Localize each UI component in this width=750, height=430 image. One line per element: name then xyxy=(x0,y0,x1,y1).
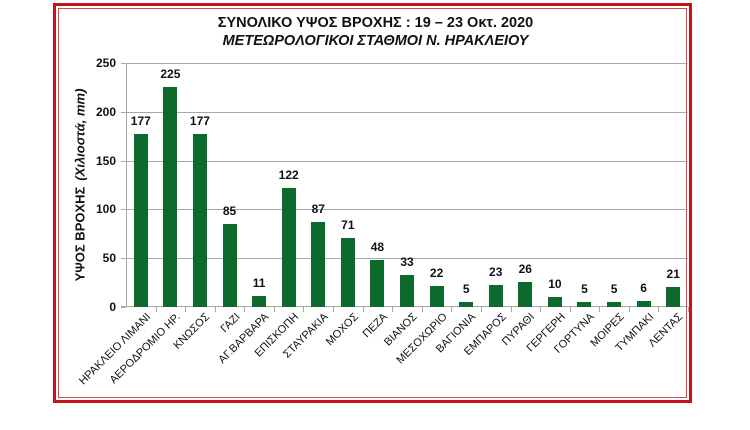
bar xyxy=(311,222,326,307)
data-label: 5 xyxy=(610,282,618,297)
x-tick-mark xyxy=(628,307,630,312)
x-tick-mark xyxy=(333,307,335,312)
y-axis-label-main: ΥΨΟΣ ΒΡΟΧΗΣ xyxy=(72,186,88,282)
x-tick-mark xyxy=(510,307,512,312)
gridline xyxy=(126,63,688,64)
gridline xyxy=(126,258,688,260)
x-tick-mark xyxy=(569,307,571,312)
bar xyxy=(400,274,414,307)
x-tick-mark xyxy=(480,307,482,312)
y-tick-label: 200 xyxy=(95,104,116,119)
bar xyxy=(666,286,681,307)
y-tick-label: 50 xyxy=(102,251,116,266)
y-tick-mark xyxy=(121,307,126,308)
data-label: 225 xyxy=(160,67,181,82)
x-tick-mark xyxy=(688,307,689,312)
bar xyxy=(133,134,148,307)
data-label: 85 xyxy=(222,204,237,219)
y-tick-mark xyxy=(121,63,126,64)
bar xyxy=(607,302,622,307)
x-tick-mark xyxy=(658,307,660,312)
gridline xyxy=(126,209,688,211)
x-tick-mark xyxy=(421,307,423,312)
x-tick-mark xyxy=(273,307,275,312)
bar xyxy=(577,302,592,307)
data-label: 122 xyxy=(278,167,299,182)
gridline xyxy=(126,111,688,113)
x-tick-mark xyxy=(540,307,542,312)
bar xyxy=(281,187,296,307)
data-label: 5 xyxy=(581,282,588,297)
bar xyxy=(163,87,178,307)
data-label: 177 xyxy=(130,114,151,129)
data-label: 10 xyxy=(548,277,562,292)
bar xyxy=(252,296,267,307)
x-tick-mark xyxy=(451,307,453,312)
y-tick-label: 100 xyxy=(95,202,116,217)
data-label: 5 xyxy=(462,282,470,297)
data-label: 26 xyxy=(518,261,532,276)
bar xyxy=(192,134,207,307)
data-label: 87 xyxy=(311,202,325,217)
x-tick-mark xyxy=(155,307,157,312)
bar xyxy=(459,302,474,307)
x-tick-mark xyxy=(362,307,364,312)
y-tick-mark xyxy=(121,209,126,211)
y-tick-mark xyxy=(121,160,126,162)
y-axis-line xyxy=(126,63,127,307)
x-tick-mark xyxy=(244,307,246,312)
x-tick-mark xyxy=(599,307,601,312)
data-label: 23 xyxy=(489,264,503,279)
data-label: 71 xyxy=(341,217,355,232)
y-tick-label: 250 xyxy=(95,56,116,70)
data-label: 22 xyxy=(429,265,444,280)
chart-title: ΣΥΝΟΛΙΚΟ ΥΨΟΣ ΒΡΟΧΗΣ : 19 – 23 Οκτ. 2020 xyxy=(217,15,534,31)
data-label: 177 xyxy=(189,114,210,129)
plot-area: 0 50 100 150 200 250 177 225 177 85 11 122 87 71 48 33 2… xyxy=(96,56,689,314)
y-tick-mark xyxy=(121,111,126,113)
bar xyxy=(547,297,562,307)
data-label: 11 xyxy=(252,276,266,291)
bar xyxy=(636,301,651,307)
bar xyxy=(488,284,503,307)
y-tick-mark xyxy=(121,258,126,260)
x-tick-mark xyxy=(303,307,305,312)
bar xyxy=(429,285,444,307)
y-tick-label: 0 xyxy=(109,300,116,314)
data-label: 6 xyxy=(640,281,647,296)
x-tick-mark xyxy=(392,307,394,312)
chart-frame xyxy=(53,3,692,403)
data-label: 21 xyxy=(666,266,680,281)
data-label: 33 xyxy=(400,254,414,269)
y-tick-label: 150 xyxy=(95,153,116,168)
bar xyxy=(518,281,533,307)
gridline xyxy=(126,160,688,162)
bar xyxy=(222,224,237,307)
chart-subtitle: ΜΕΤΕΩΡΟΛΟΓΙΚΟΙ ΣΤΑΘΜΟΙ Ν. ΗΡΑΚΛΕΙΟΥ xyxy=(222,33,529,49)
x-tick-mark xyxy=(185,307,187,312)
data-label: 48 xyxy=(370,240,385,255)
chart-frame-inner xyxy=(58,8,687,398)
bar xyxy=(340,237,355,307)
x-tick-mark xyxy=(214,307,216,312)
bar xyxy=(370,260,385,307)
